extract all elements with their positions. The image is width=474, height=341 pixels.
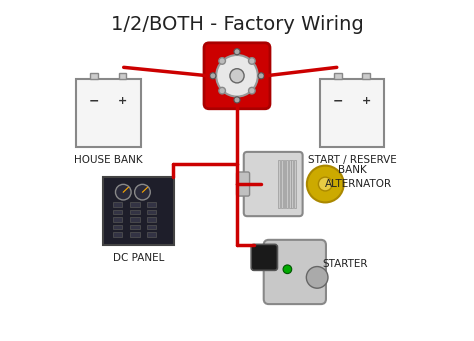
Text: −: − [333, 94, 343, 107]
Text: 1/2/BOTH - Factory Wiring: 1/2/BOTH - Factory Wiring [110, 15, 364, 34]
FancyBboxPatch shape [264, 240, 326, 304]
FancyBboxPatch shape [130, 202, 140, 207]
FancyBboxPatch shape [147, 225, 156, 229]
Text: START / RESERVE: START / RESERVE [308, 155, 396, 165]
Text: BANK: BANK [337, 165, 366, 175]
FancyBboxPatch shape [147, 232, 156, 237]
Circle shape [234, 97, 240, 103]
FancyBboxPatch shape [130, 232, 140, 237]
Circle shape [219, 58, 226, 64]
Circle shape [248, 58, 255, 64]
FancyBboxPatch shape [204, 43, 270, 109]
FancyBboxPatch shape [286, 160, 288, 208]
FancyBboxPatch shape [130, 210, 140, 214]
FancyBboxPatch shape [91, 73, 98, 79]
FancyBboxPatch shape [113, 232, 122, 237]
FancyBboxPatch shape [76, 79, 141, 147]
FancyBboxPatch shape [334, 73, 342, 79]
Text: HOUSE BANK: HOUSE BANK [74, 155, 143, 165]
FancyBboxPatch shape [147, 217, 156, 222]
Text: +: + [362, 96, 371, 106]
FancyBboxPatch shape [113, 210, 122, 214]
FancyBboxPatch shape [244, 152, 302, 216]
FancyBboxPatch shape [130, 225, 140, 229]
Circle shape [210, 73, 216, 79]
Circle shape [234, 49, 240, 55]
FancyBboxPatch shape [281, 160, 283, 208]
FancyBboxPatch shape [147, 210, 156, 214]
FancyBboxPatch shape [320, 79, 384, 147]
FancyBboxPatch shape [113, 225, 122, 229]
Circle shape [135, 184, 150, 200]
Circle shape [230, 69, 244, 83]
Text: −: − [89, 94, 100, 107]
Circle shape [219, 87, 226, 94]
FancyBboxPatch shape [147, 202, 156, 207]
FancyBboxPatch shape [237, 172, 250, 196]
Circle shape [307, 166, 344, 203]
Circle shape [283, 265, 292, 273]
FancyBboxPatch shape [294, 160, 296, 208]
FancyBboxPatch shape [251, 244, 277, 270]
FancyBboxPatch shape [278, 160, 280, 208]
Circle shape [306, 267, 328, 288]
FancyBboxPatch shape [113, 202, 122, 207]
Circle shape [258, 73, 264, 79]
FancyBboxPatch shape [362, 73, 370, 79]
FancyBboxPatch shape [283, 160, 285, 208]
Text: DC PANEL: DC PANEL [113, 253, 164, 263]
Text: STARTER: STARTER [322, 259, 368, 269]
Text: +: + [118, 96, 127, 106]
Circle shape [116, 184, 131, 200]
FancyBboxPatch shape [119, 73, 127, 79]
FancyBboxPatch shape [130, 217, 140, 222]
Circle shape [216, 55, 258, 97]
FancyBboxPatch shape [289, 160, 291, 208]
Text: ALTERNATOR: ALTERNATOR [325, 179, 392, 189]
FancyBboxPatch shape [292, 160, 293, 208]
FancyBboxPatch shape [103, 177, 174, 245]
FancyBboxPatch shape [113, 217, 122, 222]
Circle shape [248, 87, 255, 94]
Circle shape [319, 177, 332, 191]
